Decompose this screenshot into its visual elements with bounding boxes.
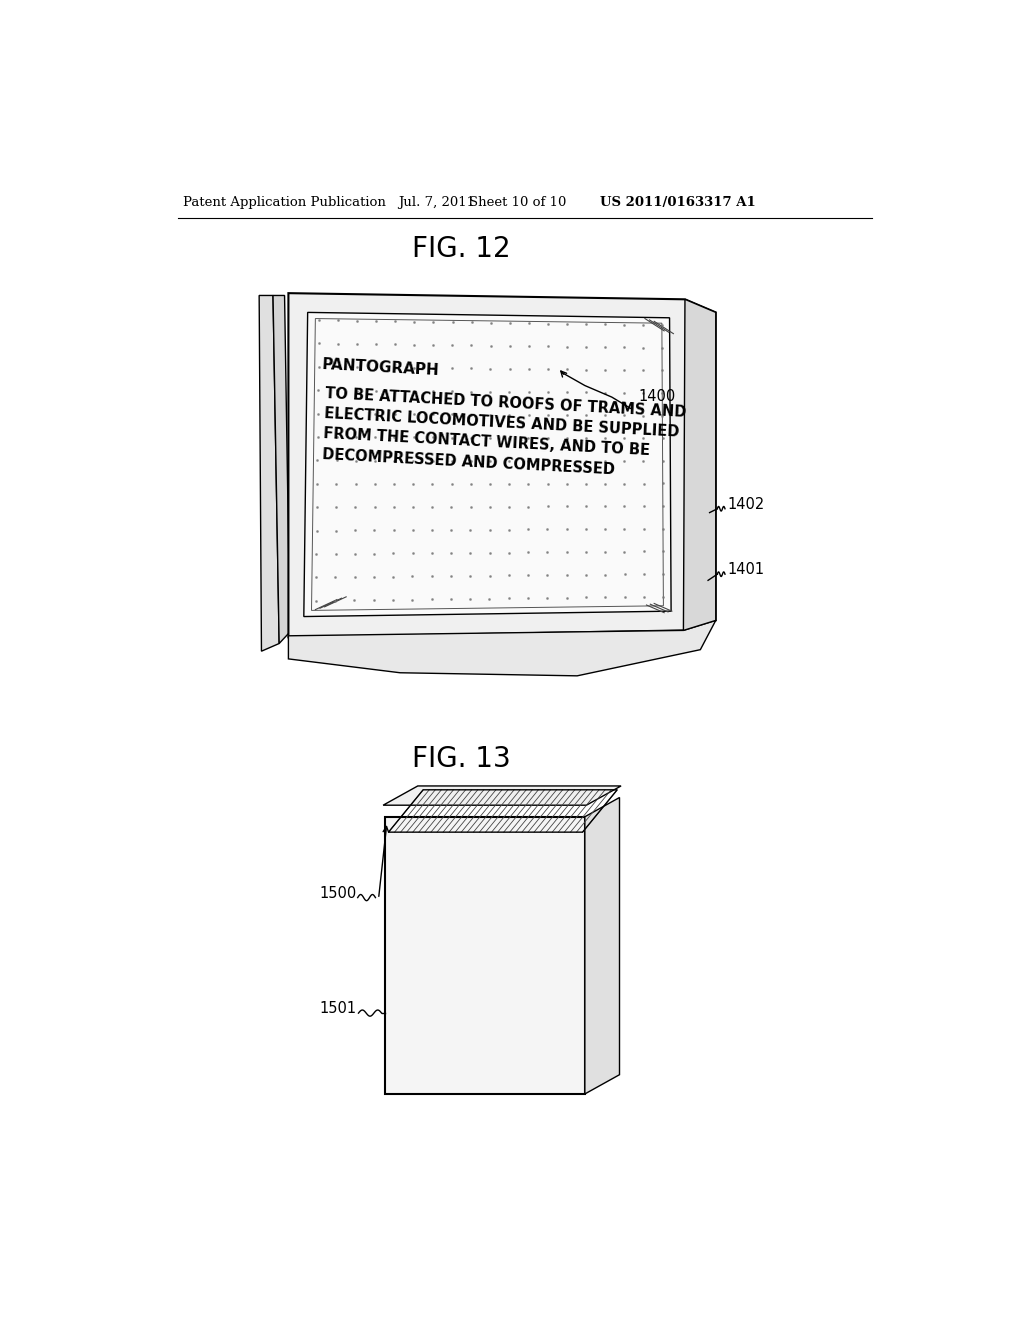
Text: 1401: 1401 — [727, 562, 765, 577]
Polygon shape — [585, 797, 620, 1094]
Text: 1400: 1400 — [639, 389, 676, 404]
Text: Jul. 7, 2011: Jul. 7, 2011 — [398, 197, 475, 209]
Text: FIG. 13: FIG. 13 — [413, 744, 511, 772]
Text: 1501: 1501 — [319, 1001, 356, 1016]
Text: FIG. 12: FIG. 12 — [413, 235, 511, 263]
Text: TO BE ATTACHED TO ROOFS OF TRAMS AND
ELECTRIC LOCOMOTIVES AND BE SUPPLIED
FROM T: TO BE ATTACHED TO ROOFS OF TRAMS AND ELE… — [322, 385, 686, 480]
Polygon shape — [383, 785, 621, 805]
Text: 1402: 1402 — [727, 496, 765, 512]
Text: Patent Application Publication: Patent Application Publication — [183, 197, 386, 209]
Polygon shape — [259, 296, 280, 651]
Text: Sheet 10 of 10: Sheet 10 of 10 — [469, 197, 566, 209]
Text: PANTOGRAPH: PANTOGRAPH — [322, 358, 439, 379]
Polygon shape — [289, 293, 716, 638]
Polygon shape — [385, 817, 585, 1094]
Polygon shape — [273, 296, 290, 644]
Polygon shape — [289, 620, 716, 676]
Text: US 2011/0163317 A1: US 2011/0163317 A1 — [600, 197, 756, 209]
Text: 1500: 1500 — [319, 886, 356, 900]
Polygon shape — [683, 300, 716, 631]
Polygon shape — [304, 313, 671, 616]
